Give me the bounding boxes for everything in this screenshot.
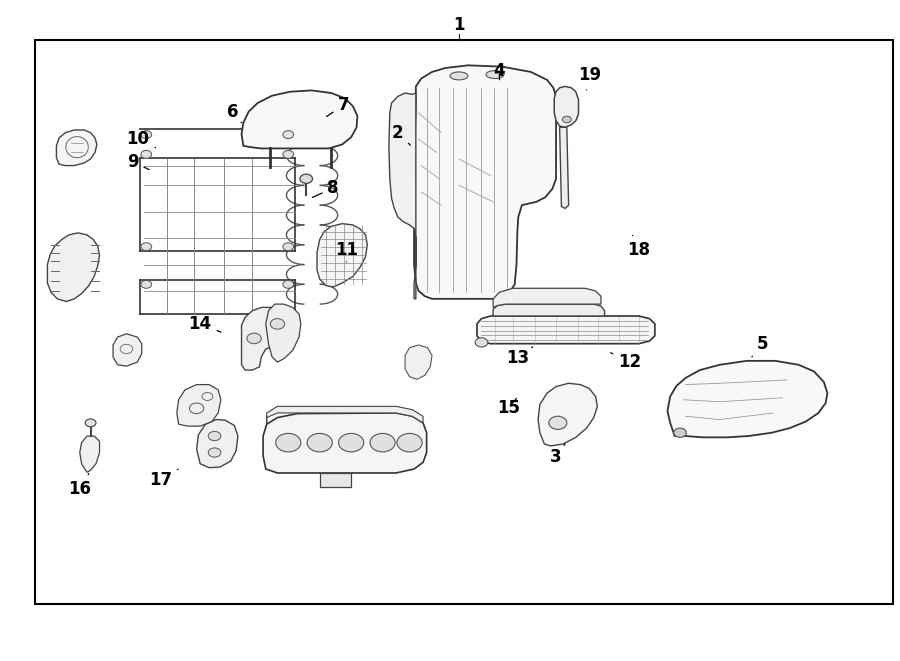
Text: 14: 14 <box>189 315 221 333</box>
Circle shape <box>283 131 293 139</box>
Text: 16: 16 <box>68 474 91 498</box>
Polygon shape <box>80 436 100 473</box>
Text: 7: 7 <box>327 96 350 116</box>
Text: 18: 18 <box>627 235 650 259</box>
Polygon shape <box>405 345 432 379</box>
Text: 1: 1 <box>454 16 464 34</box>
Circle shape <box>270 319 284 329</box>
Polygon shape <box>241 91 357 149</box>
Polygon shape <box>560 128 569 208</box>
Circle shape <box>208 432 220 441</box>
Circle shape <box>475 338 488 347</box>
Text: 12: 12 <box>611 352 642 371</box>
Circle shape <box>674 428 687 438</box>
Text: 6: 6 <box>227 102 241 123</box>
Text: 4: 4 <box>493 62 505 80</box>
Circle shape <box>283 280 293 288</box>
Polygon shape <box>196 420 238 468</box>
Circle shape <box>141 151 152 159</box>
Polygon shape <box>320 473 351 487</box>
Text: 10: 10 <box>127 130 156 148</box>
Ellipse shape <box>450 72 468 80</box>
Polygon shape <box>668 361 827 438</box>
Circle shape <box>283 151 293 159</box>
Circle shape <box>307 434 332 452</box>
Circle shape <box>397 434 422 452</box>
Text: 5: 5 <box>752 334 769 357</box>
Polygon shape <box>538 383 598 446</box>
Text: 13: 13 <box>506 347 533 368</box>
Circle shape <box>141 243 152 251</box>
Text: 2: 2 <box>392 124 410 145</box>
Text: 8: 8 <box>312 179 339 198</box>
Circle shape <box>275 434 301 452</box>
Circle shape <box>208 448 220 457</box>
Polygon shape <box>414 65 556 299</box>
Text: 19: 19 <box>578 66 601 90</box>
Circle shape <box>141 280 152 288</box>
Circle shape <box>370 434 395 452</box>
Text: 9: 9 <box>127 153 149 171</box>
Polygon shape <box>113 334 142 366</box>
Text: 15: 15 <box>497 399 520 416</box>
Polygon shape <box>263 413 427 473</box>
Text: 3: 3 <box>550 444 565 466</box>
Circle shape <box>141 131 152 139</box>
Bar <box>35 40 893 604</box>
Circle shape <box>247 333 261 344</box>
Text: 11: 11 <box>335 241 358 262</box>
Polygon shape <box>477 316 655 344</box>
Circle shape <box>283 243 293 251</box>
Text: 17: 17 <box>149 469 178 489</box>
Polygon shape <box>241 307 290 370</box>
Circle shape <box>300 174 312 183</box>
Polygon shape <box>176 385 220 426</box>
Circle shape <box>86 419 96 427</box>
Polygon shape <box>266 407 423 424</box>
Circle shape <box>562 116 572 123</box>
Polygon shape <box>317 223 367 287</box>
Polygon shape <box>554 87 579 128</box>
Circle shape <box>338 434 364 452</box>
Polygon shape <box>493 304 605 316</box>
Polygon shape <box>57 130 97 166</box>
Ellipse shape <box>486 71 504 79</box>
Polygon shape <box>266 304 301 362</box>
Polygon shape <box>48 233 100 301</box>
Polygon shape <box>389 93 416 299</box>
Circle shape <box>549 416 567 430</box>
Polygon shape <box>493 288 601 307</box>
